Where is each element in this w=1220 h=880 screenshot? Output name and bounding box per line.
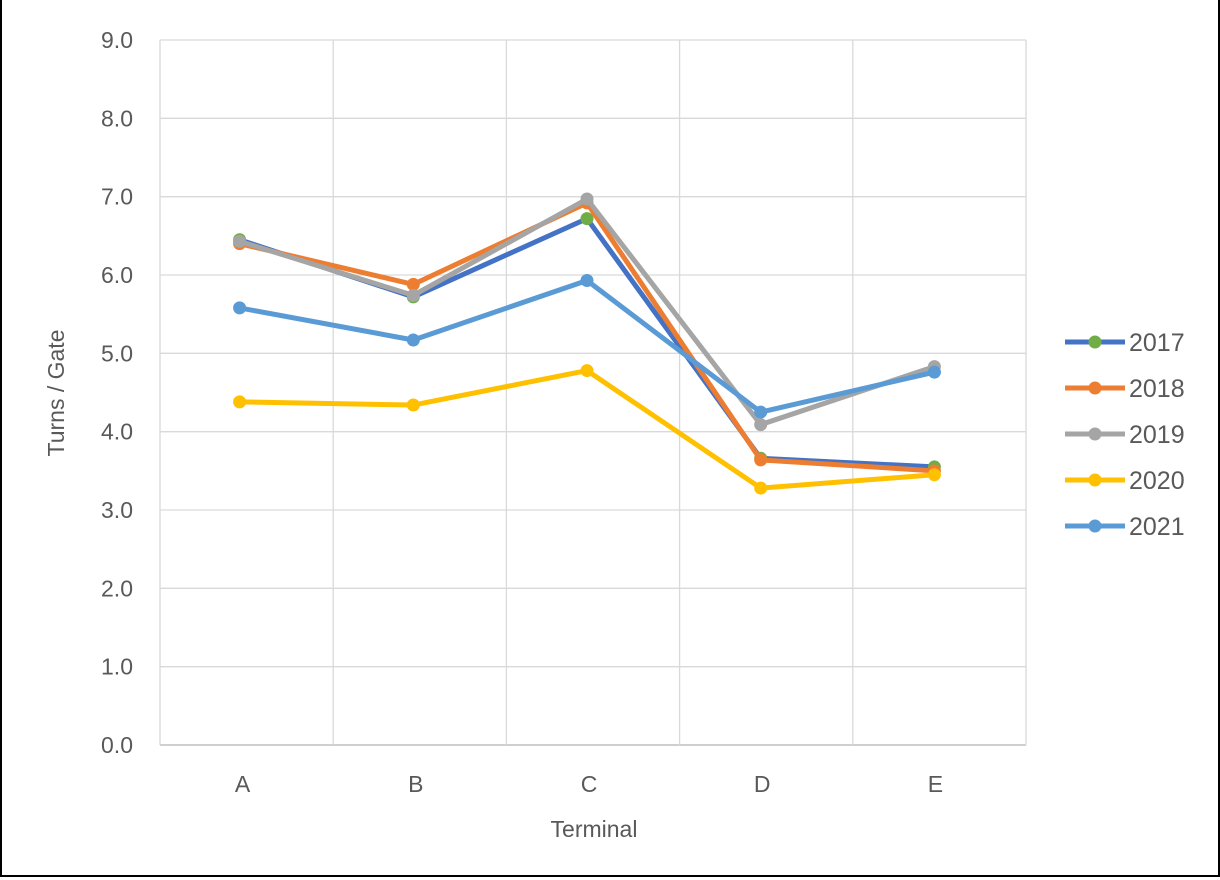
data-point [927, 365, 941, 379]
y-tick-label: 0.0 [101, 732, 133, 758]
x-tick-label: C [581, 771, 598, 797]
series-line [237, 196, 937, 428]
legend-label: 2017 [1129, 329, 1185, 357]
y-tick-label: 7.0 [101, 184, 133, 210]
y-axis-title: Turns / Gate [43, 330, 69, 457]
series-2020 [233, 364, 941, 495]
series-2021 [233, 273, 941, 419]
x-tick-label: D [754, 771, 771, 797]
legend: 2017 2018 2019 2020 2021 [1065, 329, 1185, 541]
gridlines [159, 39, 1027, 746]
legend-label: 2019 [1129, 421, 1185, 449]
x-tick-label: B [408, 771, 423, 797]
y-tick-label: 9.0 [101, 27, 133, 53]
data-point [580, 212, 594, 226]
data-point [233, 234, 247, 248]
series-lines [233, 192, 941, 495]
series-line [237, 368, 937, 491]
legend-swatch-marker [1088, 473, 1102, 487]
series-line [237, 200, 937, 474]
series-line [237, 277, 937, 415]
legend-label: 2021 [1129, 513, 1185, 541]
y-tick-label: 4.0 [101, 419, 133, 445]
data-point [406, 288, 420, 302]
data-point [580, 273, 594, 287]
y-tick-label: 8.0 [101, 105, 133, 131]
data-point [233, 301, 247, 315]
data-point [406, 277, 420, 291]
series-2018 [233, 196, 941, 478]
legend-entry: 2017 [1065, 329, 1185, 357]
data-point [754, 405, 768, 419]
series-2017 [233, 212, 941, 474]
x-axis-title: Terminal [551, 816, 638, 842]
data-point [406, 398, 420, 412]
legend-label: 2018 [1129, 375, 1185, 403]
data-point [580, 192, 594, 206]
legend-swatch-marker [1088, 519, 1102, 533]
y-tick-label: 1.0 [101, 654, 133, 680]
data-point [754, 453, 768, 467]
legend-entry: 2019 [1065, 421, 1185, 449]
data-point [754, 418, 768, 432]
legend-swatch-marker [1088, 427, 1102, 441]
y-tick-label: 3.0 [101, 497, 133, 523]
legend-entry: 2021 [1065, 513, 1185, 541]
data-point [927, 468, 941, 482]
legend-swatch-marker [1088, 335, 1102, 349]
legend-label: 2020 [1129, 467, 1185, 495]
legend-entry: 2018 [1065, 375, 1185, 403]
y-tick-label: 5.0 [101, 340, 133, 366]
data-point [754, 481, 768, 495]
x-tick-label: A [235, 771, 251, 797]
y-tick-label: 6.0 [101, 262, 133, 288]
data-point [233, 395, 247, 409]
y-tick-label: 2.0 [101, 575, 133, 601]
legend-swatch-marker [1088, 381, 1102, 395]
axes: 0.0 1.0 2.0 3.0 4.0 5.0 6.0 7.0 8.0 9.0 A B C D E [101, 27, 943, 797]
legend-entry: 2020 [1065, 467, 1185, 495]
data-point [406, 333, 420, 347]
series-line [237, 216, 937, 470]
x-tick-label: E [928, 771, 943, 797]
data-point [580, 364, 594, 378]
